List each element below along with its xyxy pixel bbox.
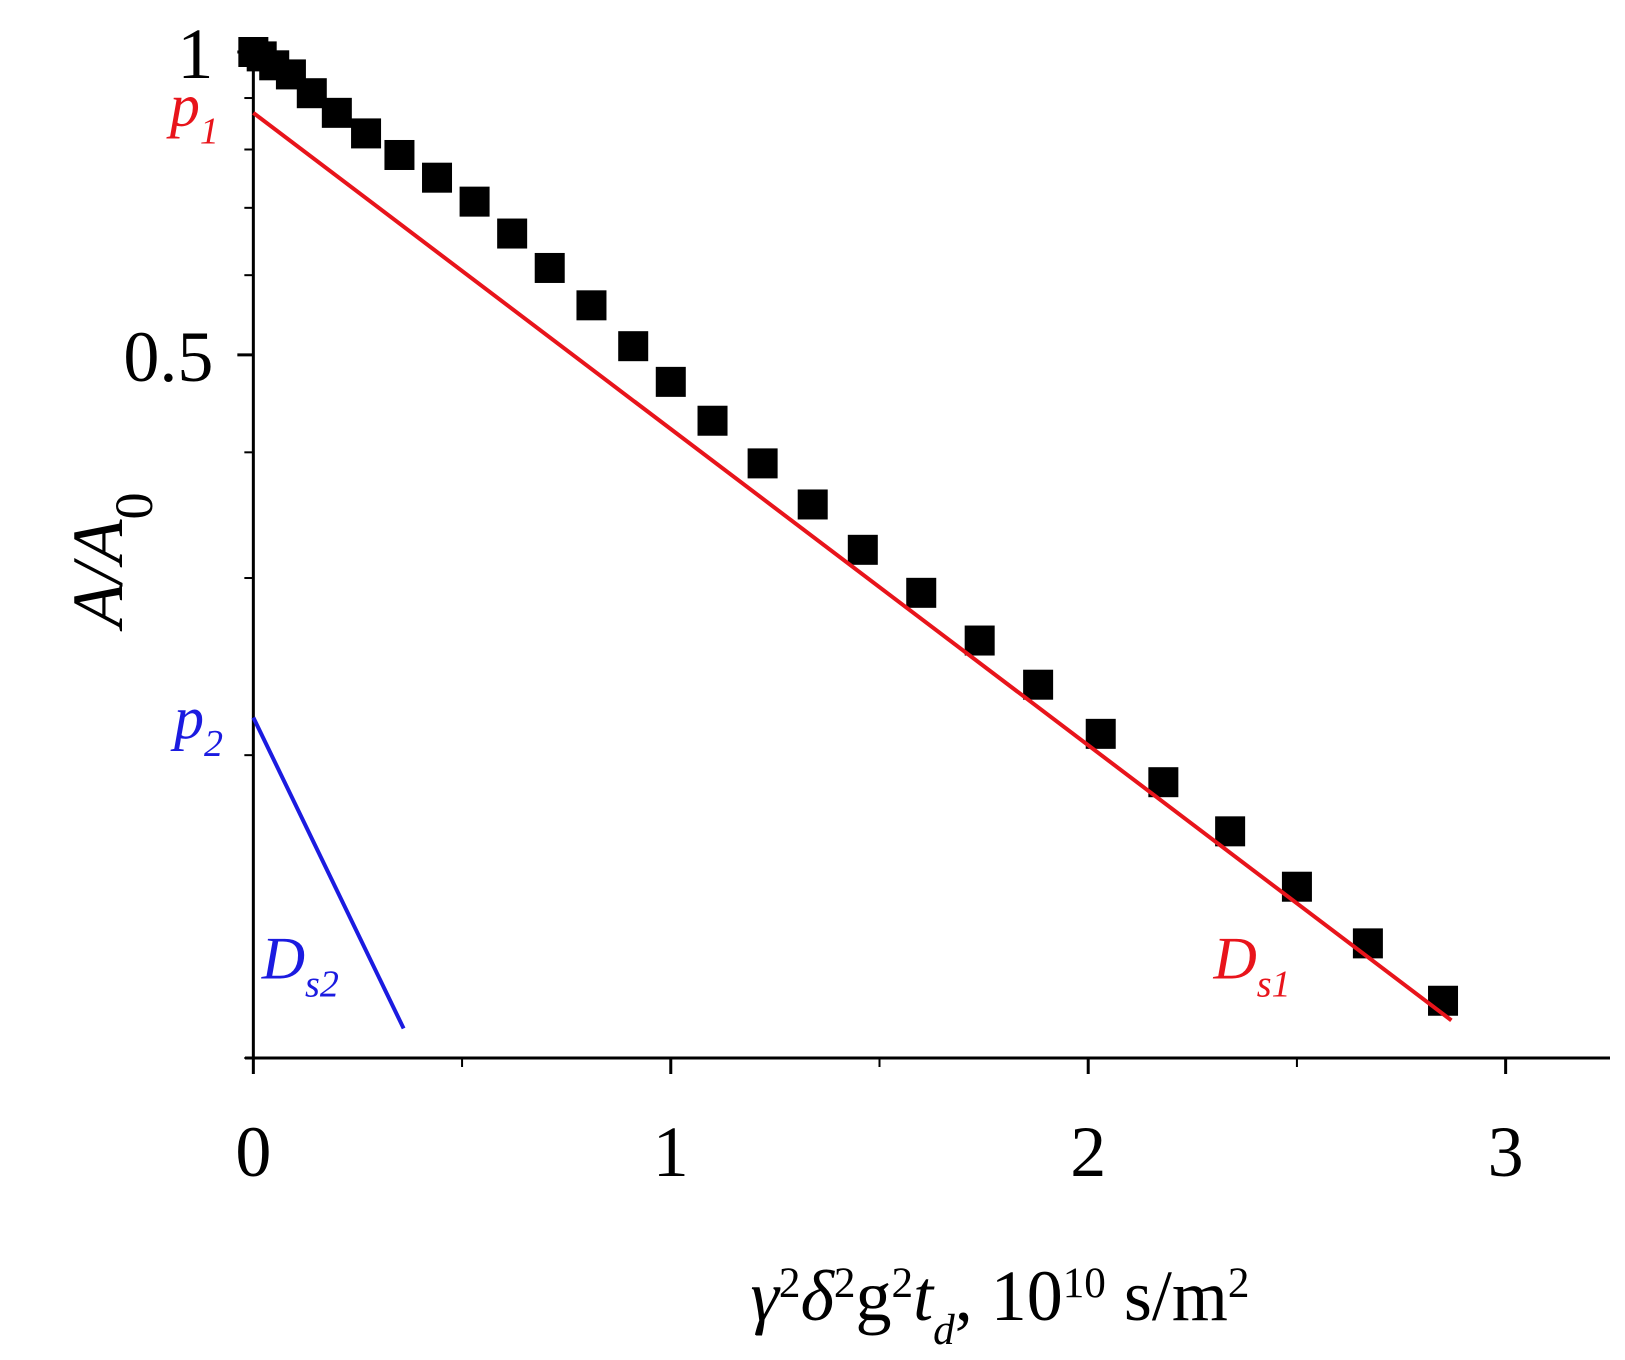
data-point [351,118,382,149]
data-point [1428,985,1459,1016]
data-point [1023,669,1054,700]
fit-line-1 [252,111,1453,1022]
data-point [384,139,415,170]
data-point [1352,928,1383,959]
data-point [797,489,828,520]
data-point [847,534,878,565]
data-point [964,625,995,656]
fit-line-2 [251,716,406,1030]
y-tick-label: 0.5 [123,317,213,397]
data-point [321,97,352,128]
data-point [747,448,778,479]
x-tick-label: 1 [653,1112,689,1192]
data-point [422,162,453,193]
data-point [1215,816,1246,847]
data-point [906,577,937,608]
data-point [534,252,565,283]
series-layer [238,37,1459,1030]
x-tick-label: 3 [1488,1112,1524,1192]
annotation-Ds1: Ds1 [1212,925,1290,1005]
data-point [1085,718,1116,749]
annotation-Ds2: Ds2 [261,925,339,1005]
x-axis-title: γ2δ2g2td, 1010 s/m2 [750,1256,1249,1354]
data-point [576,290,607,321]
x-tick-label: 2 [1070,1112,1106,1192]
x-tick-label: 0 [235,1112,271,1192]
data-point [459,186,490,217]
annotation-p2: p2 [170,685,223,765]
annotations: p1 p2 Ds1 Ds2 [166,73,1291,1006]
data-point [655,366,686,397]
data-point [296,78,327,109]
ticks: 0 1 2 3 0.5 1 [123,14,1523,1192]
data-point [497,218,528,249]
annotation-p1: p1 [166,73,219,153]
axes [245,52,1610,1060]
y-tick-label: 1 [177,14,213,94]
data-point [618,331,649,362]
data-point [697,405,728,436]
y-axis-title: A/A0 [58,493,164,632]
